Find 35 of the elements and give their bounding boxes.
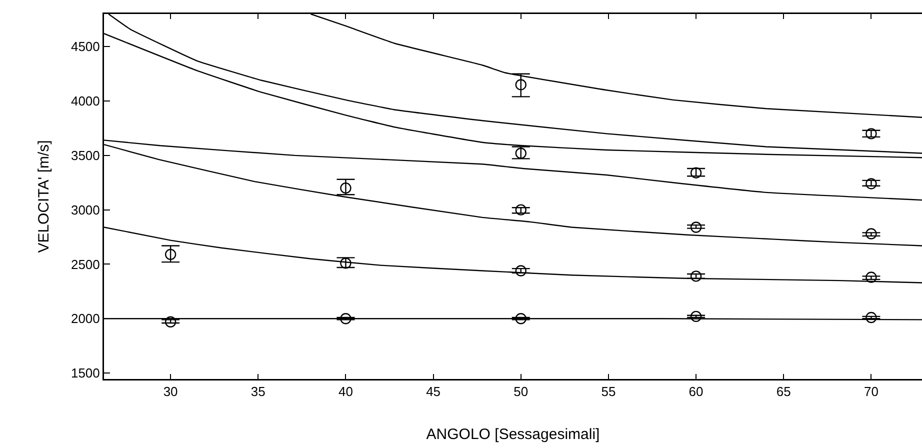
point bbox=[515, 79, 526, 90]
x-tick-label: 40 bbox=[338, 384, 353, 400]
x-tick-label: 30 bbox=[163, 384, 178, 400]
point bbox=[866, 128, 877, 140]
point bbox=[340, 313, 352, 324]
point bbox=[515, 265, 526, 276]
y-tick-label: 2000 bbox=[70, 311, 100, 326]
point bbox=[515, 313, 526, 324]
x-tick-label: 45 bbox=[426, 384, 441, 400]
x-tick-label: 55 bbox=[601, 384, 616, 400]
point bbox=[164, 316, 176, 328]
x-tick-label: 70 bbox=[864, 384, 878, 400]
y-tick-label: 3500 bbox=[70, 148, 100, 163]
point bbox=[690, 310, 702, 322]
point bbox=[690, 222, 702, 233]
x-tick-label: 60 bbox=[688, 384, 704, 400]
x-tick-label: 65 bbox=[776, 384, 791, 400]
point bbox=[690, 270, 702, 282]
y-tick-label: 3000 bbox=[70, 202, 100, 218]
point bbox=[866, 228, 877, 240]
x-tick-label: 50 bbox=[514, 384, 528, 400]
x-tick-label: 35 bbox=[250, 384, 266, 400]
point bbox=[866, 178, 877, 190]
point bbox=[690, 167, 702, 178]
y-tick-label: 2500 bbox=[70, 256, 100, 272]
y-tick-label: 4000 bbox=[70, 94, 100, 109]
point bbox=[866, 272, 877, 283]
y-axis-title: VELOCITA' [m/s] bbox=[35, 140, 52, 253]
point bbox=[340, 182, 352, 194]
point bbox=[340, 258, 352, 269]
x-axis-title: ANGOLO [Sessagesimali] bbox=[426, 426, 600, 443]
point bbox=[866, 312, 877, 324]
y-tick-label: 4500 bbox=[70, 39, 100, 54]
point bbox=[515, 204, 526, 216]
y-tick-label: 1500 bbox=[70, 366, 100, 381]
